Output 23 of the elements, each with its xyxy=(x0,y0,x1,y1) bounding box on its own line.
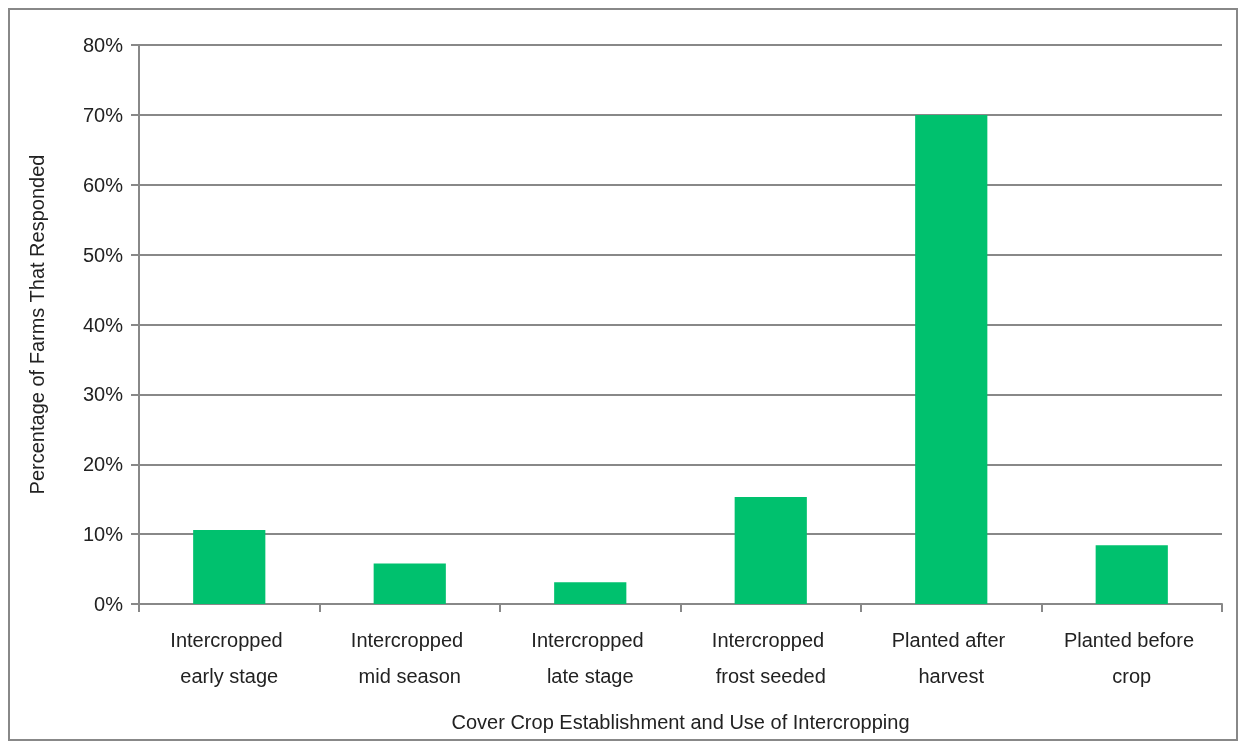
bar xyxy=(915,114,988,604)
bar xyxy=(554,582,627,604)
x-axis-title: Cover Crop Establishment and Use of Intercropping xyxy=(451,711,910,733)
bar xyxy=(193,529,266,604)
y-tick-label: 60% xyxy=(82,173,124,196)
bar xyxy=(734,497,807,604)
x-tick-label: Planted before crop xyxy=(1063,629,1200,687)
x-tick-label: Intercropped early stage xyxy=(170,629,289,687)
y-tick-label: 70% xyxy=(82,103,124,126)
y-tick-label: 20% xyxy=(82,453,124,476)
x-tick-label: Intercropped late stage xyxy=(531,629,650,687)
y-tick-label: 40% xyxy=(82,313,124,336)
x-tick-label: Intercropped mid season xyxy=(350,629,469,687)
y-tick-label: 30% xyxy=(82,383,124,406)
y-tick-label: 0% xyxy=(94,593,124,615)
x-tick-label: Intercropped frost seeded xyxy=(711,629,830,687)
bar xyxy=(373,563,446,604)
y-tick-label: 80% xyxy=(82,34,124,56)
x-tick-label: Planted after harvest xyxy=(891,629,1011,687)
y-tick-label: 10% xyxy=(82,523,124,546)
y-axis-title: Percentage of Farms That Responded xyxy=(26,154,48,495)
bar xyxy=(1095,545,1168,604)
y-tick-label: 50% xyxy=(82,243,124,266)
